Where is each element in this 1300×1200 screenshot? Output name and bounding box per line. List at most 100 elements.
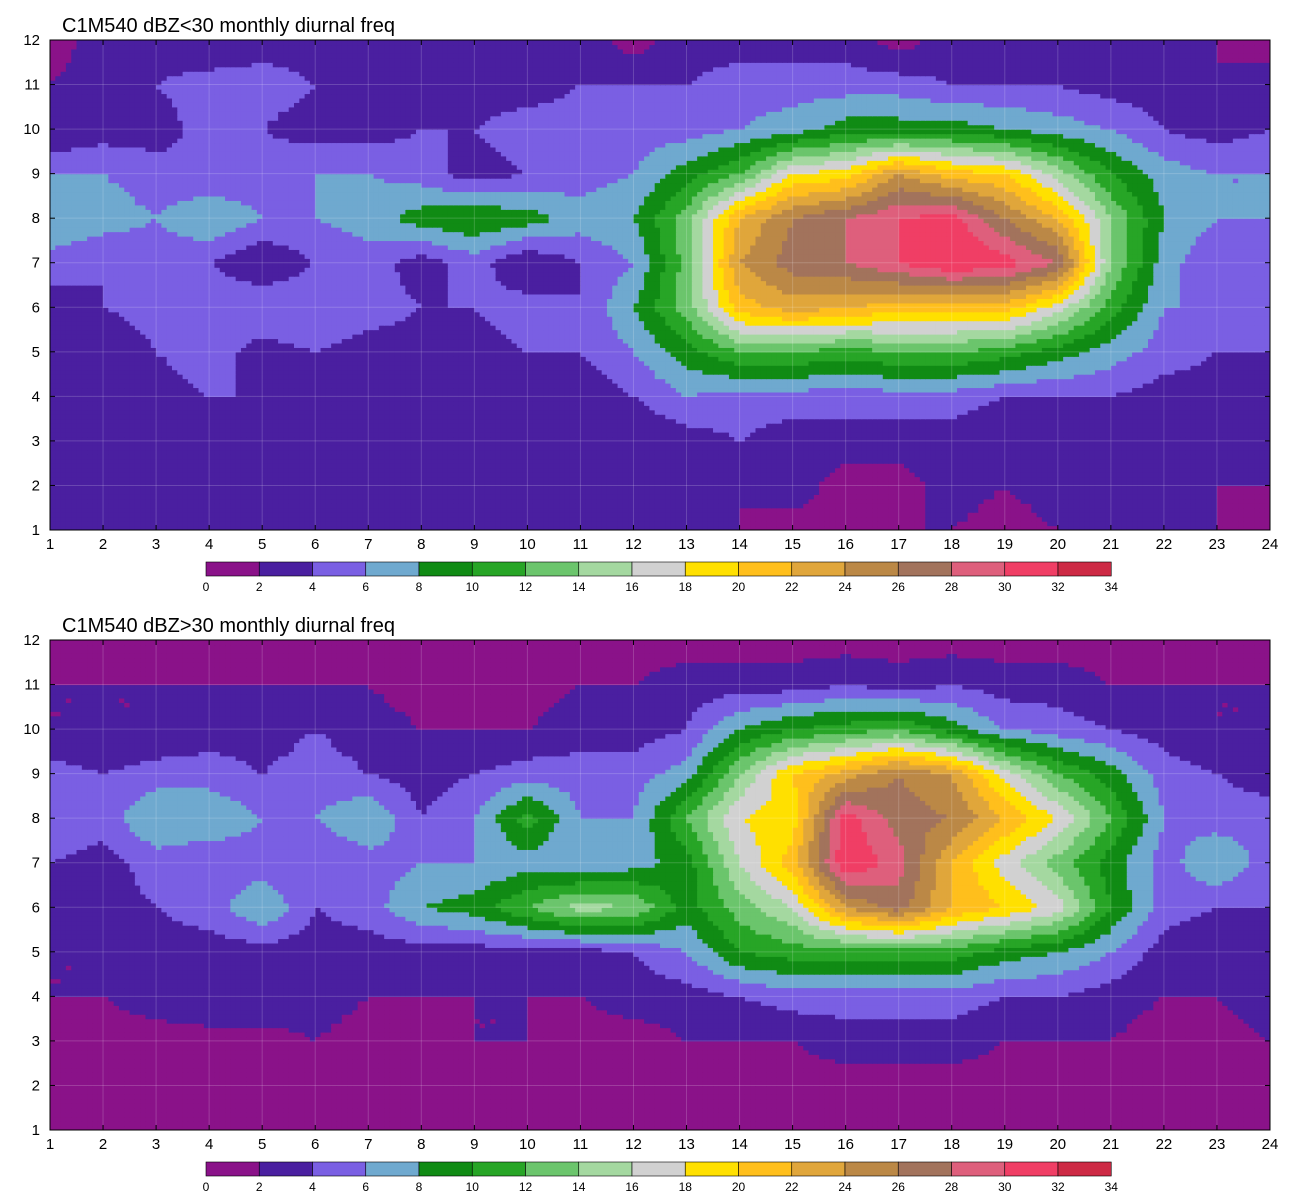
heatmap-cell	[336, 436, 343, 442]
heatmap-cell	[225, 432, 231, 438]
heatmap-cell	[946, 498, 953, 504]
heatmap-cell	[283, 489, 290, 495]
heatmap-cell	[484, 507, 491, 513]
heatmap-cell	[65, 476, 72, 482]
heatmap-cell	[633, 463, 640, 469]
heatmap-cell	[203, 512, 210, 518]
heatmap-cell	[1036, 463, 1043, 469]
heatmap-cell	[978, 449, 985, 455]
heatmap-cell	[967, 521, 974, 527]
heatmap-cell	[193, 525, 200, 530]
heatmap-cell	[113, 503, 120, 509]
heatmap-cell	[644, 498, 650, 504]
heatmap-cell	[622, 472, 629, 478]
heatmap-cell	[431, 454, 438, 460]
heatmap-cell	[1222, 494, 1229, 500]
heatmap-cell	[378, 463, 385, 469]
heatmap-cell	[309, 458, 316, 464]
heatmap-cell	[1206, 458, 1213, 464]
heatmap-cell	[665, 467, 672, 473]
heatmap-cell	[145, 489, 152, 495]
heatmap-cell	[166, 521, 173, 527]
heatmap-cell	[103, 476, 109, 482]
heatmap-cell	[108, 476, 115, 482]
heatmap-cell	[972, 521, 979, 527]
heatmap-cell	[378, 498, 385, 504]
heatmap-cell	[235, 512, 242, 518]
heatmap-cell	[1254, 476, 1260, 482]
heatmap-cell	[1116, 467, 1123, 473]
heatmap-cell	[553, 507, 560, 513]
heatmap-cell	[728, 494, 735, 500]
heatmap-cell	[347, 463, 353, 469]
heatmap-cell	[394, 449, 401, 455]
heatmap-cell	[633, 516, 640, 522]
heatmap-cell	[983, 449, 990, 455]
heatmap-cell	[750, 507, 757, 513]
heatmap-cell	[129, 516, 136, 522]
heatmap-cell	[638, 485, 645, 491]
heatmap-cell	[728, 498, 735, 504]
heatmap-cell	[219, 463, 226, 469]
heatmap-cell	[697, 472, 704, 478]
heatmap-cell	[978, 440, 985, 446]
heatmap-cell	[1185, 436, 1192, 442]
heatmap-cell	[463, 498, 470, 504]
heatmap-cell	[352, 521, 359, 527]
heatmap-cell	[856, 481, 863, 487]
heatmap-cell	[1142, 494, 1149, 500]
heatmap-cell	[532, 498, 539, 504]
heatmap-cell	[617, 449, 624, 455]
heatmap-cell	[140, 503, 147, 509]
heatmap-cell	[1163, 516, 1170, 522]
heatmap-cell	[633, 489, 640, 495]
heatmap-cell	[713, 507, 719, 513]
heatmap-cell	[978, 476, 985, 482]
heatmap-cell	[1036, 512, 1043, 518]
heatmap-cell	[713, 489, 719, 495]
heatmap-cell	[145, 449, 152, 455]
heatmap-cell	[272, 445, 279, 451]
heatmap-cell	[585, 449, 592, 455]
heatmap-cell	[118, 458, 125, 464]
heatmap-cell	[60, 467, 67, 473]
heatmap-cell	[103, 489, 109, 495]
heatmap-cell	[55, 516, 62, 522]
heatmap-cell	[681, 485, 688, 491]
heatmap-cell	[824, 498, 831, 504]
heatmap-cell	[1190, 476, 1197, 482]
heatmap-cell	[256, 458, 263, 464]
heatmap-cell	[622, 467, 629, 473]
heatmap-cell	[755, 432, 762, 438]
heatmap-cell	[670, 436, 677, 442]
heatmap-cell	[1041, 472, 1048, 478]
heatmap-cell	[378, 449, 385, 455]
heatmap-cell	[766, 516, 772, 522]
heatmap-cell	[787, 476, 794, 482]
heatmap-cell	[723, 472, 730, 478]
heatmap-cell	[522, 503, 528, 509]
heatmap-cell	[278, 449, 284, 455]
heatmap-cell	[1222, 521, 1229, 527]
heatmap-cell	[103, 432, 109, 438]
heatmap-cell	[527, 445, 534, 451]
heatmap-cell	[1036, 516, 1043, 522]
heatmap-cell	[368, 476, 375, 482]
heatmap-cell	[882, 481, 889, 487]
heatmap-cell	[1190, 463, 1197, 469]
heatmap-cell	[479, 521, 486, 527]
heatmap-cell	[325, 485, 332, 491]
heatmap-cell	[596, 440, 603, 446]
heatmap-cell	[1015, 463, 1022, 469]
heatmap-cell	[479, 498, 486, 504]
heatmap-cell	[384, 489, 391, 495]
heatmap-cell	[1185, 449, 1192, 455]
heatmap-cell	[797, 516, 804, 522]
heatmap-cell	[352, 476, 359, 482]
heatmap-cell	[538, 449, 544, 455]
heatmap-cell	[691, 454, 698, 460]
heatmap-cell	[755, 516, 762, 522]
heatmap-cell	[416, 516, 422, 522]
heatmap-cell	[601, 440, 608, 446]
heatmap-cell	[150, 503, 157, 509]
